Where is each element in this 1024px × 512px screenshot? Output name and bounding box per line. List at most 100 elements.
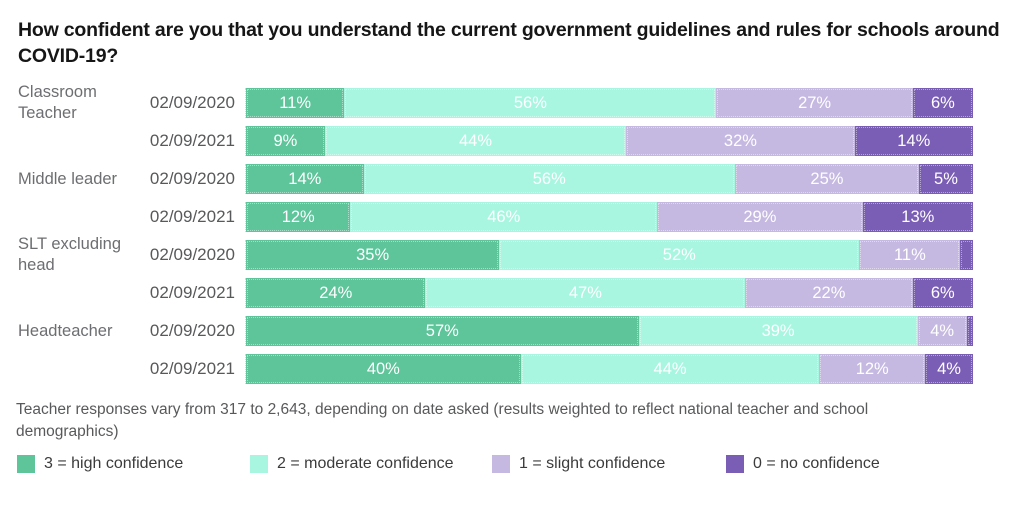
group-label: SLT excluding head <box>18 235 122 274</box>
bar-segment-no-confidence: 5% <box>918 164 973 194</box>
bar-segment-moderate-confidence: 44% <box>520 354 820 384</box>
legend-label: 3 = high confidence <box>44 455 184 472</box>
bar-segment-high-confidence: 9% <box>246 126 325 156</box>
legend-label: 2 = moderate confidence <box>277 455 454 472</box>
chart-row: Classroom Teacher 02/09/2020 11% 56% 27% 6% <box>18 83 973 122</box>
no-confidence-swatch <box>726 455 744 473</box>
segment-value-label: 24% <box>319 283 353 302</box>
legend-label: 1 = slight confidence <box>519 455 666 472</box>
segment-value-label: 40% <box>366 359 400 378</box>
date-label: 02/09/2020 <box>149 321 235 340</box>
legend: 3 = high confidence 2 = moderate confiden… <box>0 455 1024 477</box>
chart-row: 02/09/2021 24% 47% 22% 6% <box>18 278 973 308</box>
segment-value-label: 5% <box>934 169 958 188</box>
segment-value-label: 47% <box>568 283 602 302</box>
bar-segment-no-confidence: 6% <box>912 278 973 308</box>
bar-segment-slight-confidence: 11% <box>859 240 961 270</box>
segment-value-label: 56% <box>532 169 566 188</box>
segment-value-label: 14% <box>288 169 322 188</box>
bar-segment-moderate-confidence: 39% <box>638 316 918 346</box>
segment-value-label: 9% <box>273 131 298 150</box>
legend-item-slight-confidence: 1 = slight confidence <box>492 455 665 473</box>
legend-item-high-confidence: 3 = high confidence <box>17 455 183 473</box>
segment-value-label: 35% <box>356 245 390 264</box>
bar-segment-moderate-confidence: 52% <box>499 240 860 270</box>
segment-value-label: 46% <box>487 207 521 226</box>
bar-segment-slight-confidence: 12% <box>819 354 925 384</box>
segment-value-label: 25% <box>810 169 844 188</box>
group-label: Classroom Teacher <box>18 83 97 122</box>
stacked-bar: 35% 52% 11% <box>245 240 973 270</box>
high-confidence-swatch <box>17 455 35 473</box>
date-label: 02/09/2021 <box>149 359 235 378</box>
segment-value-label: 13% <box>901 207 935 226</box>
bar-segment-moderate-confidence: 46% <box>350 202 658 232</box>
date-label: 02/09/2020 <box>149 169 235 188</box>
segment-value-label: 4% <box>930 321 955 340</box>
stacked-bar: 57% 39% 4% <box>245 316 974 346</box>
date-label: 02/09/2021 <box>149 283 235 302</box>
chart-row: Headteacher 02/09/2020 57% 39% 4% <box>18 316 974 346</box>
bar-segment-moderate-confidence: 56% <box>363 164 735 194</box>
segment-value-label: 39% <box>761 321 795 340</box>
legend-item-no-confidence: 0 = no confidence <box>726 455 880 473</box>
page-title: How confident are you that you understan… <box>18 19 1000 67</box>
bar-segment-no-confidence: 13% <box>862 202 973 232</box>
chart-row: 02/09/2021 40% 44% 12% 4% <box>18 354 973 384</box>
legend-item-moderate-confidence: 2 = moderate confidence <box>250 455 454 473</box>
segment-value-label: 6% <box>930 93 955 112</box>
stacked-bar: 11% 56% 27% 6% <box>245 88 973 118</box>
bar-segment-high-confidence: 11% <box>246 88 345 118</box>
slight-confidence-swatch <box>492 455 510 473</box>
legend-label: 0 = no confidence <box>753 455 880 472</box>
segment-value-label: 44% <box>653 359 687 378</box>
segment-value-label: 29% <box>743 207 777 226</box>
group-label: Middle leader <box>18 169 118 188</box>
bar-segment-slight-confidence: 32% <box>626 126 855 156</box>
bar-segment-no-confidence: 6% <box>912 88 973 118</box>
moderate-confidence-swatch <box>250 455 268 473</box>
segment-value-label: 57% <box>425 321 459 340</box>
bar-segment-no-confidence: 14% <box>854 126 973 156</box>
bar-segment-high-confidence: 24% <box>246 278 426 308</box>
stacked-bar: 12% 46% 29% 13% <box>245 202 973 232</box>
bar-segment-moderate-confidence: 56% <box>344 88 717 118</box>
bar-segment-high-confidence: 14% <box>246 164 364 194</box>
segment-value-label: 11% <box>279 93 312 112</box>
chart-row: Middle leader 02/09/2020 14% 56% 25% 5% <box>18 164 973 194</box>
segment-value-label: 4% <box>937 359 961 378</box>
bar-segment-slight-confidence: 29% <box>657 202 863 232</box>
bar-segment-slight-confidence: 25% <box>734 164 919 194</box>
segment-value-label: 32% <box>723 131 757 150</box>
segment-value-label: 52% <box>662 245 696 264</box>
stacked-bar: 24% 47% 22% 6% <box>245 278 973 308</box>
segment-value-label: 27% <box>798 93 832 112</box>
segment-value-label: 14% <box>897 131 931 150</box>
group-label: Headteacher <box>18 321 113 340</box>
bar-segment-high-confidence: 40% <box>246 354 521 384</box>
date-label: 02/09/2021 <box>149 131 235 150</box>
bar-segment-high-confidence: 12% <box>246 202 351 232</box>
bar-segment-moderate-confidence: 44% <box>324 126 627 156</box>
segment-value-label: 6% <box>930 283 955 302</box>
bar-segment-no-confidence <box>966 316 974 346</box>
bar-segment-slight-confidence: 22% <box>745 278 913 308</box>
stacked-bar-chart: Classroom Teacher 02/09/2020 11% 56% 27% 6% 02… <box>18 83 974 384</box>
segment-value-label: 12% <box>855 359 889 378</box>
chart-row: 02/09/2021 9% 44% 32% 14% <box>18 126 973 156</box>
bar-segment-slight-confidence: 4% <box>917 316 967 346</box>
date-label: 02/09/2020 <box>149 93 235 112</box>
date-label: 02/09/2021 <box>149 207 235 226</box>
stacked-bar: 9% 44% 32% 14% <box>245 126 973 156</box>
segment-value-label: 12% <box>281 207 315 226</box>
segment-value-label: 11% <box>893 245 926 264</box>
footnote-text: Teacher responses vary from 317 to 2,643… <box>16 401 869 441</box>
bar-segment-moderate-confidence: 47% <box>425 278 746 308</box>
bar-segment-high-confidence: 57% <box>246 316 639 346</box>
stacked-bar: 14% 56% 25% 5% <box>245 164 973 194</box>
chart-row: SLT excluding head 02/09/2020 35% 52% 11% <box>18 235 973 274</box>
bar-segment-no-confidence: 4% <box>924 354 973 384</box>
date-label: 02/09/2020 <box>149 245 235 264</box>
segment-value-label: 44% <box>459 131 493 150</box>
stacked-bar: 40% 44% 12% 4% <box>245 354 973 384</box>
